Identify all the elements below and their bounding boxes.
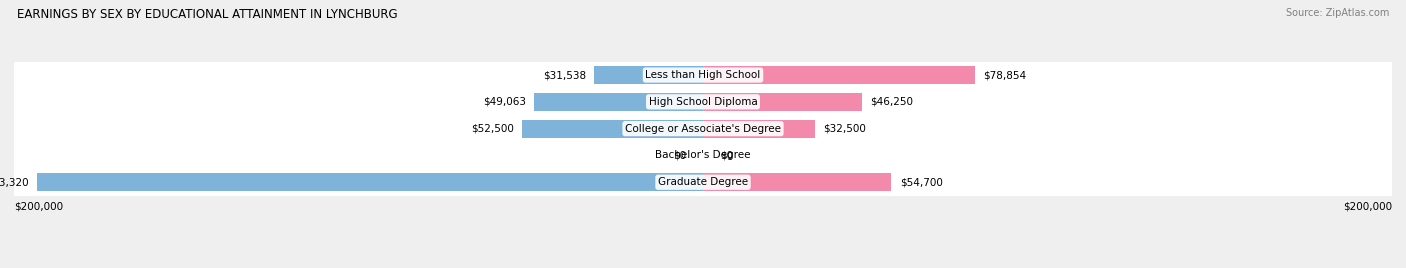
Text: $78,854: $78,854	[983, 70, 1026, 80]
FancyBboxPatch shape	[14, 115, 1392, 142]
FancyBboxPatch shape	[14, 142, 1392, 169]
Text: $0: $0	[672, 150, 686, 161]
Text: EARNINGS BY SEX BY EDUCATIONAL ATTAINMENT IN LYNCHBURG: EARNINGS BY SEX BY EDUCATIONAL ATTAINMEN…	[17, 8, 398, 21]
Text: College or Associate's Degree: College or Associate's Degree	[626, 124, 780, 134]
Bar	[703, 120, 815, 138]
Bar	[703, 66, 974, 84]
Text: $200,000: $200,000	[1343, 201, 1392, 211]
Text: Source: ZipAtlas.com: Source: ZipAtlas.com	[1285, 8, 1389, 18]
Text: High School Diploma: High School Diploma	[648, 97, 758, 107]
Text: $32,500: $32,500	[824, 124, 866, 134]
Text: Bachelor's Degree: Bachelor's Degree	[655, 150, 751, 161]
Text: $0: $0	[720, 150, 734, 161]
Text: $46,250: $46,250	[870, 97, 914, 107]
FancyBboxPatch shape	[14, 169, 1392, 196]
Bar	[522, 120, 703, 138]
Bar	[37, 173, 703, 191]
Text: $54,700: $54,700	[900, 177, 942, 187]
Bar	[534, 93, 703, 111]
Bar	[703, 93, 862, 111]
FancyBboxPatch shape	[14, 88, 1392, 115]
Text: $52,500: $52,500	[471, 124, 513, 134]
Text: $49,063: $49,063	[482, 97, 526, 107]
Text: $200,000: $200,000	[14, 201, 63, 211]
Bar	[703, 173, 891, 191]
Text: Graduate Degree: Graduate Degree	[658, 177, 748, 187]
FancyBboxPatch shape	[14, 62, 1392, 88]
Text: $193,320: $193,320	[0, 177, 28, 187]
Text: Less than High School: Less than High School	[645, 70, 761, 80]
Text: $31,538: $31,538	[543, 70, 586, 80]
Bar	[595, 66, 703, 84]
